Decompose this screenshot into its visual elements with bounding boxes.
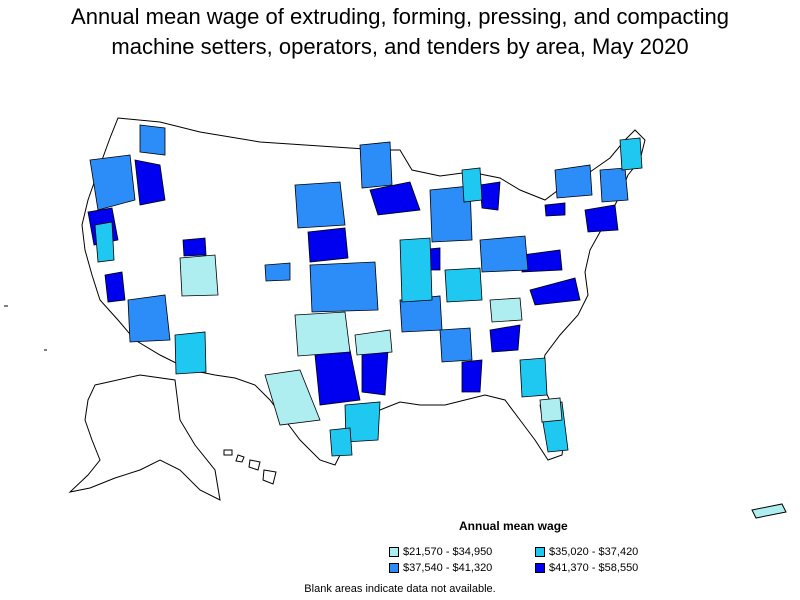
alaska-outline bbox=[68, 374, 221, 501]
legend-label-1: $21,570 - $34,950 bbox=[403, 546, 493, 558]
map-title: Annual mean wage of extruding, forming, … bbox=[0, 2, 800, 62]
legend-swatch-1 bbox=[389, 547, 399, 557]
legend-swatch-3 bbox=[389, 563, 399, 573]
legend-label-2: $35,020 - $37,420 bbox=[549, 546, 639, 558]
legend-item-4: $41,370 - $58,550 bbox=[535, 562, 638, 574]
legend-item-3: $37,540 - $41,320 bbox=[389, 562, 492, 574]
legend-label-4: $41,370 - $58,550 bbox=[549, 562, 639, 574]
legend-item-2: $35,020 - $37,420 bbox=[535, 546, 638, 558]
puerto-rico bbox=[751, 503, 787, 519]
legend-label-3: $37,540 - $41,320 bbox=[403, 562, 493, 574]
legend-title: Annual mean wage bbox=[459, 519, 568, 533]
legend-swatch-4 bbox=[535, 563, 545, 573]
title-line-2: machine setters, operators, and tenders … bbox=[111, 34, 689, 59]
title-line-1: Annual mean wage of extruding, forming, … bbox=[71, 4, 729, 29]
legend-item-1: $21,570 - $34,950 bbox=[389, 546, 492, 558]
hawaii-islands bbox=[223, 449, 277, 485]
blank-areas-note: Blank areas indicate data not available. bbox=[304, 583, 496, 595]
legend-swatch-2 bbox=[535, 547, 545, 557]
